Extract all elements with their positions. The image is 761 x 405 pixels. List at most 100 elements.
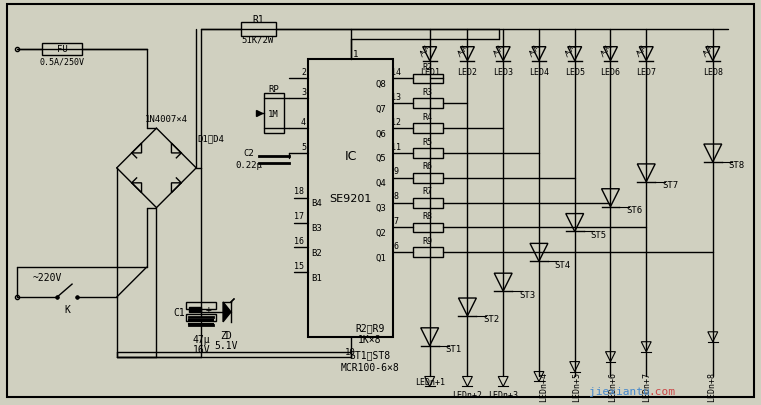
Text: Q2: Q2 [376, 228, 387, 237]
Text: LED7: LED7 [636, 68, 656, 77]
Polygon shape [223, 302, 231, 322]
Text: SE9201: SE9201 [330, 193, 372, 203]
Text: 17: 17 [294, 211, 304, 220]
Bar [412, 124, 443, 134]
Text: +: + [205, 304, 211, 314]
Text: LED5: LED5 [565, 68, 584, 77]
Text: Q7: Q7 [376, 104, 387, 113]
Text: Q1: Q1 [376, 253, 387, 262]
Text: R7: R7 [422, 187, 433, 196]
Text: ST4: ST4 [555, 260, 571, 269]
Text: LEDn+1: LEDn+1 [415, 377, 444, 386]
Text: FU: FU [57, 45, 68, 54]
Bar [189, 307, 201, 312]
Text: LED6: LED6 [600, 68, 620, 77]
Text: B3: B3 [311, 224, 322, 232]
Text: 1M: 1M [269, 109, 279, 118]
Text: 4: 4 [301, 117, 306, 126]
Text: Q3: Q3 [376, 204, 387, 213]
Text: 47μ: 47μ [193, 334, 210, 344]
Text: R4: R4 [422, 113, 433, 121]
Text: 1: 1 [353, 50, 358, 59]
Bar [186, 302, 216, 309]
Text: R3: R3 [422, 87, 433, 97]
Text: LEDn+6: LEDn+6 [608, 371, 617, 401]
Bar [412, 99, 443, 109]
Bar [308, 60, 393, 337]
Text: LEDn+3: LEDn+3 [489, 390, 518, 399]
Text: .com: .com [648, 386, 675, 396]
Text: LEDn+8: LEDn+8 [707, 371, 716, 401]
Text: LEDn+4: LEDn+4 [540, 371, 549, 401]
Text: R2～R9: R2～R9 [355, 322, 385, 332]
Bar [412, 149, 443, 158]
Text: 0.5A/250V: 0.5A/250V [40, 57, 84, 66]
Text: ST1～ST8: ST1～ST8 [349, 350, 390, 360]
Text: B2: B2 [311, 248, 322, 257]
Text: 9: 9 [393, 167, 399, 176]
Text: 15: 15 [294, 261, 304, 270]
Text: Q5: Q5 [376, 154, 387, 163]
Text: 3: 3 [301, 87, 306, 97]
Text: 16V: 16V [193, 344, 210, 354]
Text: MCR100-6×8: MCR100-6×8 [341, 362, 400, 372]
Text: ST1: ST1 [445, 344, 462, 353]
Text: 8: 8 [393, 192, 399, 201]
Bar [264, 94, 284, 134]
Text: K: K [64, 304, 70, 314]
Text: 12: 12 [391, 117, 401, 126]
Text: 14: 14 [391, 68, 401, 77]
Text: 13: 13 [391, 93, 401, 102]
Text: Q8: Q8 [376, 80, 387, 89]
Text: ST8: ST8 [728, 161, 745, 170]
Text: LEDn+7: LEDn+7 [642, 371, 651, 401]
Text: LED1: LED1 [419, 68, 440, 77]
Text: R9: R9 [422, 236, 433, 245]
Bar [241, 23, 275, 37]
Text: ST2: ST2 [483, 315, 499, 324]
Text: R5: R5 [422, 137, 433, 146]
Bar [412, 173, 443, 183]
Text: ZD: ZD [220, 330, 232, 340]
Text: ST6: ST6 [626, 206, 642, 215]
Bar [412, 75, 443, 84]
Text: jiexiantu: jiexiantu [588, 386, 649, 396]
Text: R1: R1 [252, 15, 264, 25]
Text: LEDn+2: LEDn+2 [453, 390, 482, 399]
Text: ST5: ST5 [591, 230, 607, 239]
Bar [43, 44, 82, 55]
Text: 11: 11 [391, 142, 401, 151]
Text: 0.22μ: 0.22μ [235, 161, 263, 170]
Bar [412, 198, 443, 208]
Text: ST7: ST7 [662, 181, 678, 190]
Text: 51K/2W: 51K/2W [242, 35, 274, 44]
Text: ~220V: ~220V [32, 273, 62, 282]
Text: 1N4007×4: 1N4007×4 [145, 115, 188, 124]
Text: 6: 6 [393, 241, 399, 250]
Text: 18: 18 [294, 187, 304, 196]
Text: LED8: LED8 [703, 68, 723, 77]
Bar [412, 223, 443, 233]
Text: 2: 2 [301, 68, 306, 77]
Text: 10: 10 [345, 347, 356, 356]
Text: B4: B4 [311, 199, 322, 208]
Text: RP: RP [269, 85, 279, 94]
Text: C1: C1 [174, 307, 185, 317]
Text: Q4: Q4 [376, 179, 387, 188]
Text: Q6: Q6 [376, 129, 387, 138]
Bar [412, 248, 443, 258]
Text: LED3: LED3 [493, 68, 513, 77]
Bar [186, 314, 216, 321]
Text: C2: C2 [244, 149, 254, 158]
Text: D1～D4: D1～D4 [198, 134, 224, 143]
Text: 5: 5 [301, 142, 306, 151]
Text: 16: 16 [294, 236, 304, 245]
Text: R2: R2 [422, 63, 433, 72]
Text: ST3: ST3 [519, 290, 535, 299]
Text: LED2: LED2 [457, 68, 477, 77]
Text: 7: 7 [393, 217, 399, 226]
Text: B1: B1 [311, 273, 322, 282]
Text: R6: R6 [422, 162, 433, 171]
Text: IC: IC [345, 150, 357, 163]
Text: R8: R8 [422, 211, 433, 220]
